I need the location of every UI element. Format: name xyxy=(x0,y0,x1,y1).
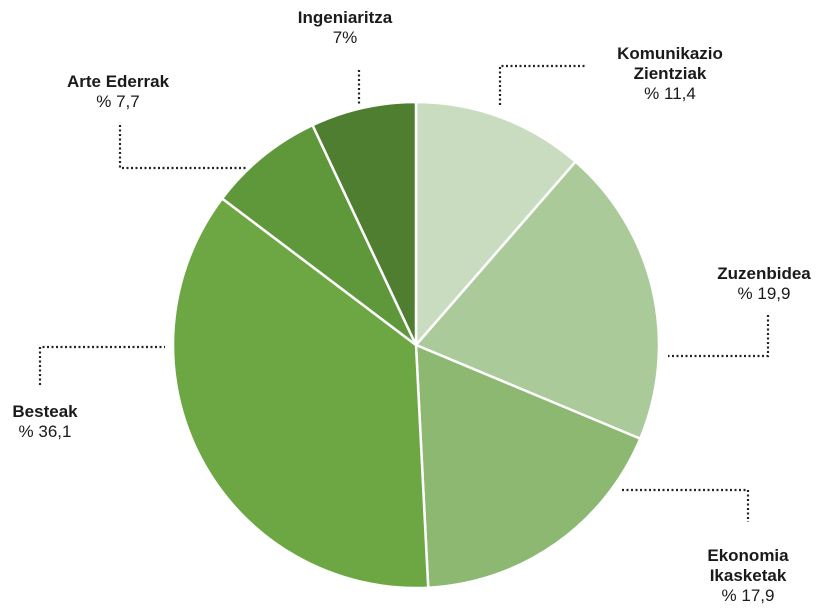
pie-slice xyxy=(414,343,642,590)
pie-slice xyxy=(220,123,418,346)
slice-label: Zuzenbidea% 19,9 xyxy=(704,264,824,304)
value-label: % 11,4 xyxy=(644,84,696,103)
leader-line xyxy=(668,315,770,358)
value-label: % 17,9 xyxy=(721,586,775,605)
value-label: % 19,9 xyxy=(737,284,791,303)
pie-slice xyxy=(310,100,418,346)
leader-line xyxy=(118,125,248,170)
category-name: Zuzenbidea xyxy=(717,264,811,283)
category-name: Arte Ederrak xyxy=(66,72,170,91)
pie-slice xyxy=(414,100,578,349)
value-label: 7% xyxy=(332,28,358,47)
category-name: Ingeniaritza xyxy=(297,8,393,27)
leader-line xyxy=(622,488,750,522)
leader-line xyxy=(38,345,165,385)
value-label: % 36,1 xyxy=(18,422,72,441)
slice-label: Arte Ederrak% 7,7 xyxy=(48,72,188,112)
leader-line xyxy=(498,64,587,105)
slice-label: Ekonomia Ikasketak% 17,9 xyxy=(688,546,808,606)
value-label: % 7,7 xyxy=(96,92,140,111)
slice-label: Besteak% 36,1 xyxy=(0,402,100,442)
category-name: Ekonomia Ikasketak xyxy=(707,546,789,585)
pie-slice xyxy=(171,196,430,590)
slice-label: Komunikazio Zientziak% 11,4 xyxy=(610,44,730,104)
category-name: Besteak xyxy=(12,402,78,421)
category-name: Komunikazio Zientziak xyxy=(617,44,723,83)
slice-label: Ingeniaritza 7% xyxy=(275,8,415,48)
